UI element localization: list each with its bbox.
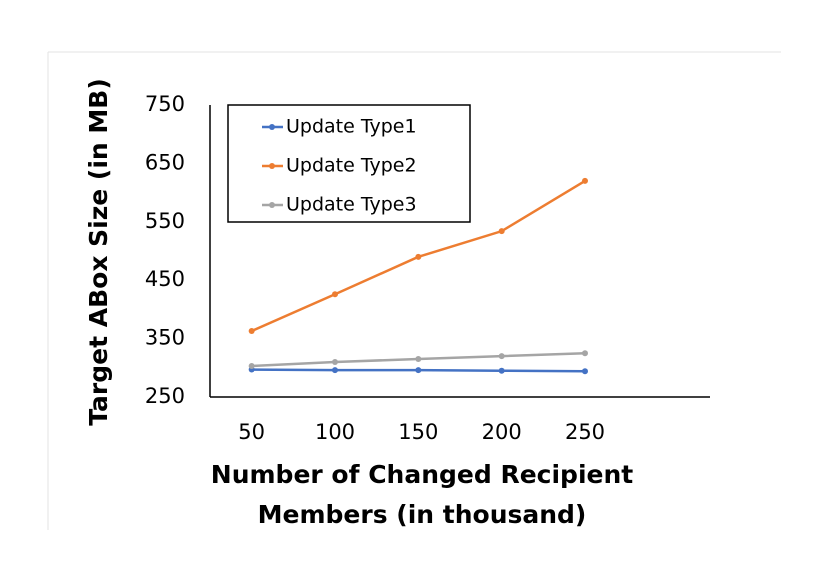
- data-point: [248, 363, 255, 370]
- x-tick-label: 50: [238, 420, 265, 444]
- legend-marker: [269, 163, 275, 169]
- y-tick-label: 350: [145, 326, 185, 350]
- data-point: [498, 367, 505, 374]
- legend-label: Update Type2: [286, 155, 417, 177]
- data-point: [332, 358, 338, 365]
- x-tick-label: 150: [398, 420, 438, 444]
- data-point: [332, 367, 338, 374]
- x-tick-label: 100: [315, 420, 355, 444]
- y-tick-label: 250: [145, 384, 185, 408]
- data-point: [582, 368, 588, 375]
- legend-box: [227, 104, 471, 223]
- y-tick-label: 650: [145, 150, 185, 174]
- legend-marker: [269, 124, 275, 130]
- data-point: [582, 350, 588, 357]
- y-tick-label: 750: [145, 92, 185, 116]
- data-point: [582, 177, 588, 184]
- data-point: [498, 228, 505, 235]
- data-point: [415, 356, 422, 363]
- y-tick-label: 550: [145, 209, 185, 233]
- data-point: [415, 253, 422, 260]
- data-point: [415, 367, 422, 374]
- y-tick-label: 450: [145, 267, 185, 291]
- data-point: [248, 328, 255, 335]
- x-tick-label: 250: [565, 420, 605, 444]
- legend-marker: [269, 202, 275, 208]
- x-axis-title: Members (in thousand): [258, 500, 587, 529]
- data-point: [498, 353, 505, 360]
- legend-label: Update Type1: [286, 116, 417, 138]
- data-point: [332, 291, 338, 298]
- x-tick-label: 200: [482, 420, 522, 444]
- y-axis-title: Target ABox Size (in MB): [84, 78, 113, 426]
- x-axis-title: Number of Changed Recipient: [211, 460, 633, 489]
- legend-label: Update Type3: [286, 194, 417, 216]
